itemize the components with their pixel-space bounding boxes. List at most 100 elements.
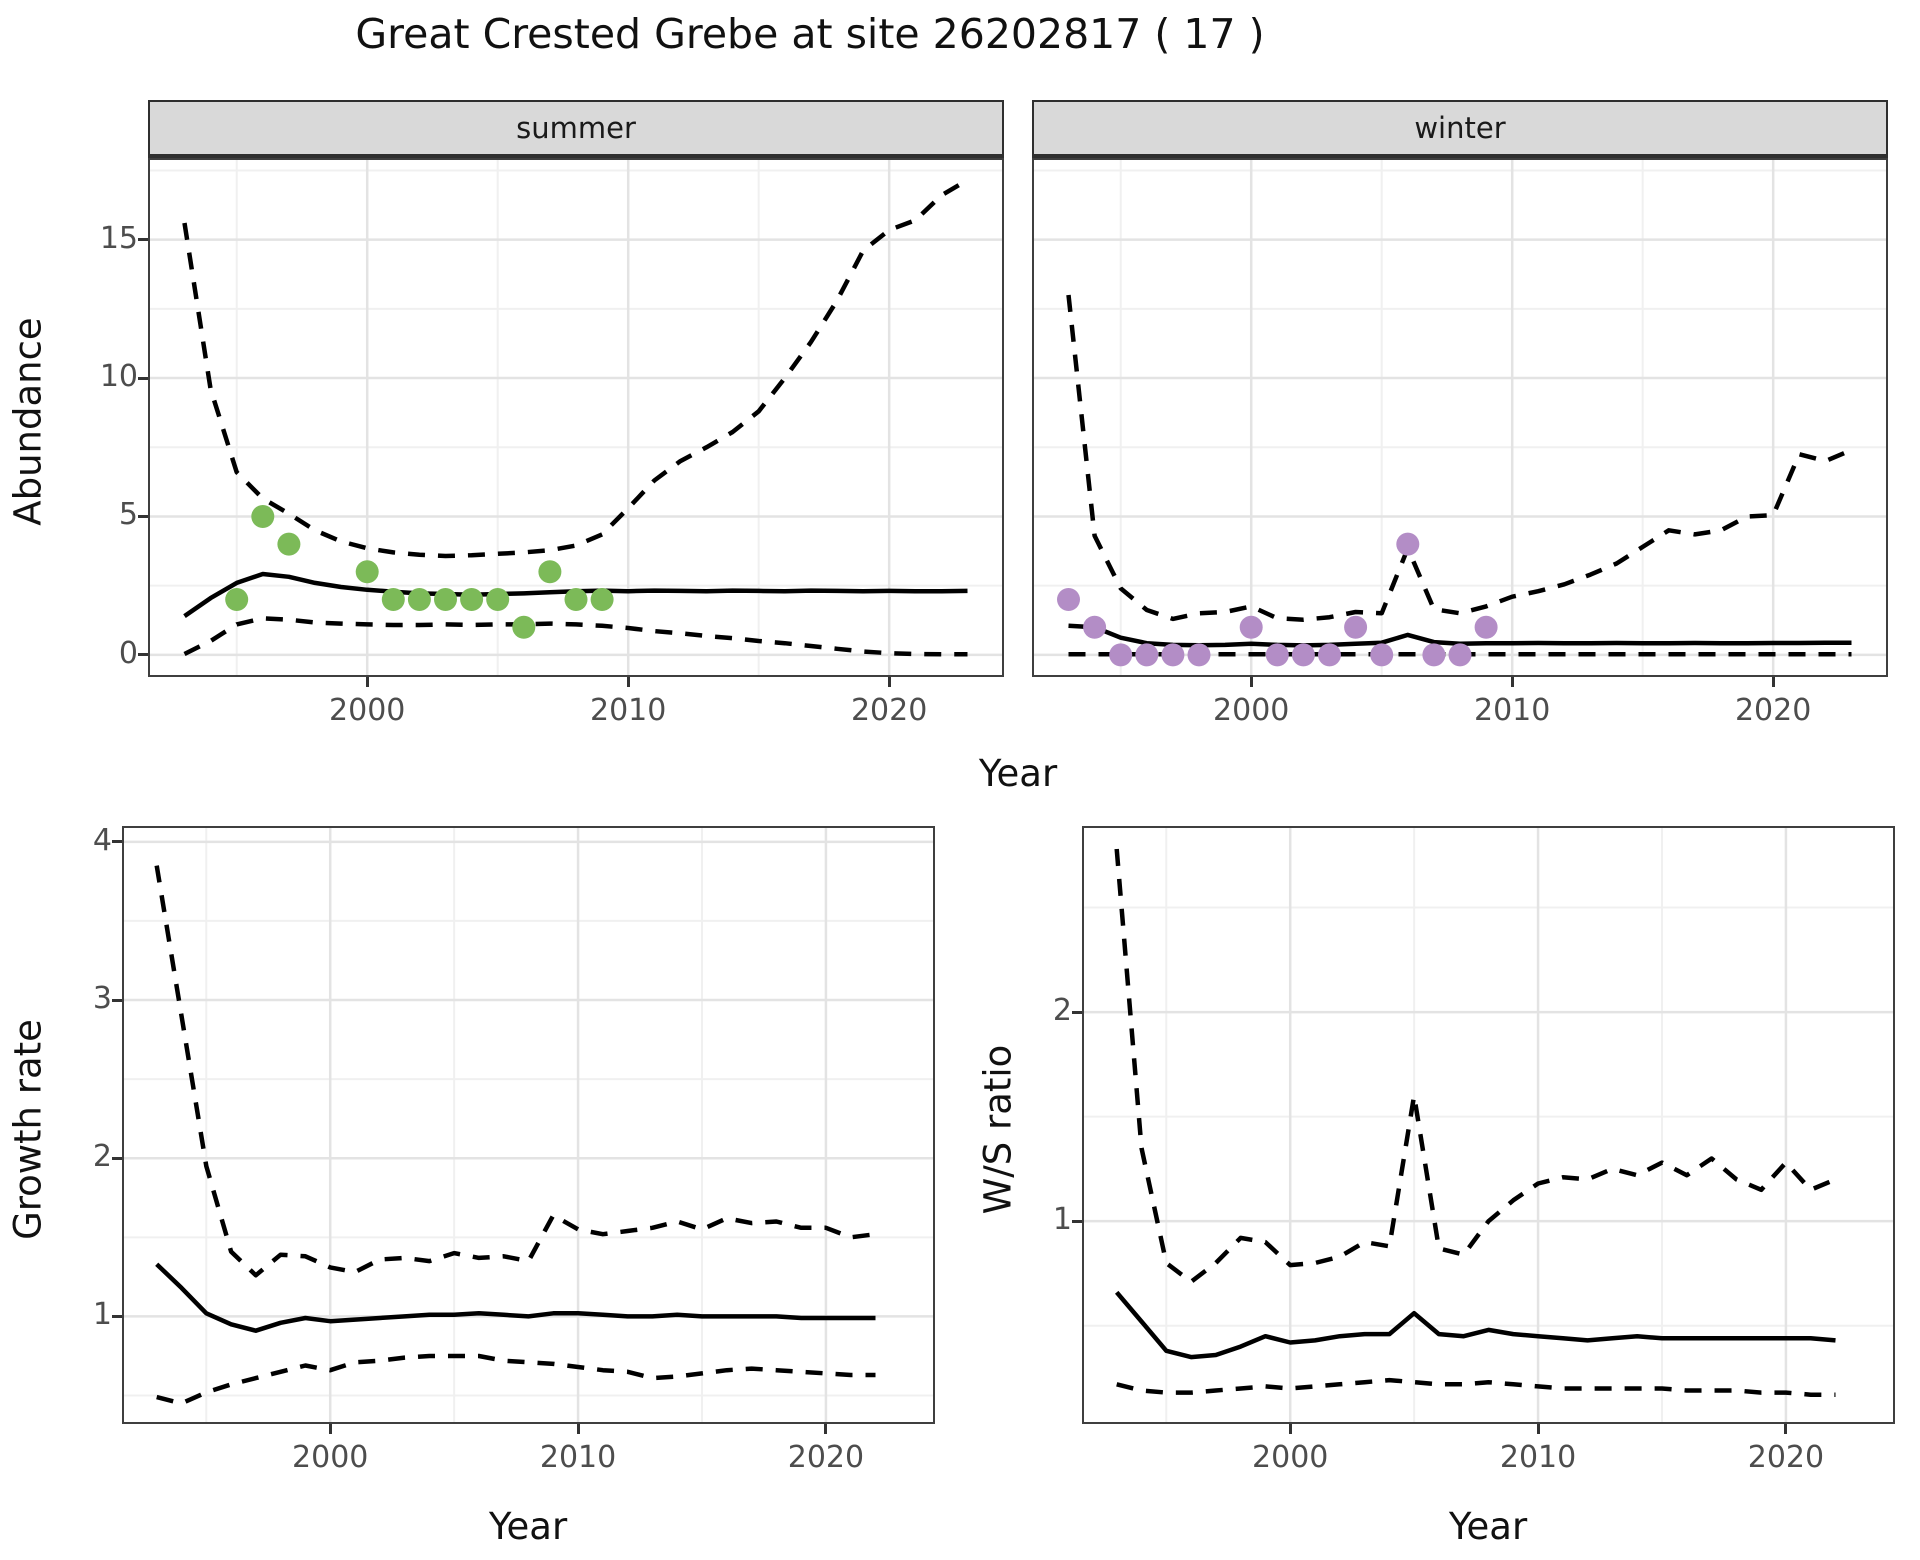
observation-point [1135, 643, 1159, 667]
x-tick-mark [1771, 677, 1775, 687]
observation-point [1344, 615, 1368, 639]
upper_ci-line [182, 178, 969, 559]
y-tick-mark [138, 514, 148, 518]
observation-point [1265, 643, 1289, 667]
y-tick-mark [112, 840, 122, 844]
x-tick-label: 2000 [292, 1440, 369, 1475]
x-tick-label: 2000 [1213, 693, 1290, 728]
y-tick-mark [1072, 1010, 1082, 1014]
y-tick-mark [138, 653, 148, 657]
observation-point [1370, 643, 1394, 667]
x-tick-mark [1288, 1424, 1292, 1434]
observation-point [381, 588, 405, 611]
x-axis-title-year-growth: Year [488, 1505, 568, 1548]
x-axis-title-year-top: Year [978, 752, 1058, 795]
observation-point [1083, 615, 1107, 639]
upper_ci-line [1114, 848, 1837, 1285]
observation-point [1109, 643, 1133, 667]
x-tick-mark [1784, 1424, 1788, 1434]
x-tick-label: 2010 [1474, 693, 1551, 728]
x-tick-mark [887, 677, 891, 687]
y-tick-label: 1 [92, 1297, 112, 1333]
observation-point [1318, 643, 1341, 667]
facet-strip-winter: winter [1032, 100, 1888, 158]
observation-point [538, 560, 562, 584]
x-tick-label: 2010 [539, 1440, 617, 1475]
observation-point [1422, 643, 1446, 667]
y-tick-label: 10 [99, 359, 138, 395]
x-tick-mark [576, 1424, 580, 1434]
y-tick-mark [138, 376, 148, 380]
median-line [1114, 1290, 1836, 1360]
observation-point [277, 532, 301, 556]
observation-point [1161, 643, 1185, 667]
ws-ratio-panel [1082, 826, 1895, 1424]
y-tick-label: 3 [92, 981, 112, 1017]
observation-point [512, 615, 536, 639]
observation-point [1057, 588, 1080, 611]
upper_ci-line [1066, 294, 1853, 622]
facet-strip-label: winter [1414, 111, 1506, 145]
upper_ci-line [154, 865, 876, 1278]
plot-canvas [150, 160, 1002, 675]
x-tick-mark [1249, 677, 1253, 687]
lower_ci-line [183, 616, 968, 657]
plot-canvas [1084, 828, 1893, 1422]
x-tick-mark [365, 677, 369, 687]
x-tick-label: 2000 [329, 693, 406, 728]
y-tick-label: 4 [92, 822, 112, 858]
observation-point [460, 588, 484, 611]
summer-abundance-panel [148, 158, 1004, 677]
y-tick-label: 1 [1052, 1202, 1072, 1238]
x-tick-label: 2020 [787, 1440, 865, 1475]
observation-point [225, 588, 249, 611]
observation-point [1187, 643, 1211, 667]
y-tick-label: 2 [92, 1139, 112, 1175]
median-line [1068, 623, 1852, 648]
plot-canvas [1034, 160, 1886, 675]
x-tick-mark [328, 1424, 332, 1434]
observation-point [1291, 643, 1315, 667]
winter-abundance-panel [1032, 158, 1888, 677]
facet-strip-label: summer [516, 111, 636, 145]
x-tick-label: 2020 [850, 693, 928, 728]
observation-point [564, 588, 588, 611]
y-tick-label: 0 [118, 635, 138, 671]
observation-point [251, 505, 275, 528]
observation-point [486, 588, 510, 611]
median-line [155, 1262, 876, 1333]
observation-point [1239, 615, 1263, 639]
observation-point [355, 560, 379, 584]
x-tick-mark [1536, 1424, 1540, 1434]
x-tick-label: 2010 [590, 693, 667, 728]
x-tick-label: 2010 [1499, 1440, 1577, 1475]
y-tick-label: 5 [118, 497, 138, 533]
y-tick-label: 15 [99, 220, 138, 256]
x-tick-label: 2020 [1734, 693, 1812, 728]
observation-point [407, 588, 431, 611]
y-tick-mark [138, 238, 148, 242]
observation-point [434, 588, 457, 611]
x-tick-mark [626, 677, 630, 687]
observation-point [1396, 532, 1420, 556]
x-axis-title-year-ws: Year [1448, 1505, 1528, 1548]
x-tick-label: 2000 [1252, 1440, 1329, 1475]
plot-canvas [124, 828, 933, 1422]
x-tick-mark [824, 1424, 828, 1434]
x-tick-label: 2020 [1747, 1440, 1825, 1475]
observation-point [1474, 615, 1498, 639]
lower_ci-line [156, 1353, 876, 1406]
lower_ci-line [1116, 1377, 1836, 1397]
y-tick-mark [112, 1156, 122, 1160]
x-tick-mark [1510, 677, 1514, 687]
facet-strip-summer: summer [148, 100, 1004, 158]
y-tick-mark [112, 1314, 122, 1318]
y-axis-title-growth-rate: Growth rate [6, 1019, 50, 1240]
y-tick-mark [112, 998, 122, 1002]
y-tick-label: 2 [1052, 993, 1072, 1029]
y-tick-mark [1072, 1219, 1082, 1223]
observation-point [590, 588, 614, 611]
y-axis-title-abundance: Abundance [6, 317, 50, 526]
growth-rate-panel [122, 826, 935, 1424]
